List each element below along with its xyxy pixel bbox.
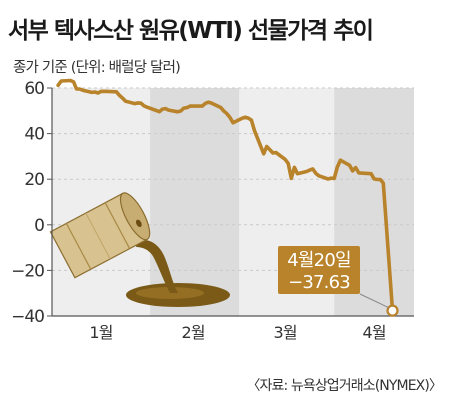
y-tick-label: 20 <box>24 170 44 190</box>
month-bands <box>150 88 414 316</box>
barrel-rib <box>85 212 111 260</box>
source-note: 〈자료: 뉴욕상업거래소(NYMEX)〉 <box>246 378 442 394</box>
axes: −40 −20 0 20 40 60 1월 2월 3월 4월 <box>11 79 414 342</box>
chart-title: 서부 텍사스산 원유(WTI) 선물가격 추이 <box>8 18 372 44</box>
y-tick-label: −40 <box>11 307 44 327</box>
x-tick-label: 4월 <box>362 323 385 342</box>
x-tick-label: 2월 <box>181 323 204 342</box>
callout-box <box>278 246 360 294</box>
plot-area <box>52 87 414 317</box>
chart-subtitle: 종가 기준 (단위: 배럴당 달러) <box>13 59 180 76</box>
y-tick-label: −20 <box>11 261 44 281</box>
barrel-bung <box>135 219 142 228</box>
callout-leader-line <box>359 293 389 309</box>
series-line <box>56 78 395 313</box>
y-tick-label: 0 <box>34 216 44 236</box>
annotation-marker <box>386 304 399 317</box>
barrel-rib <box>65 223 92 270</box>
callout-date-label: 4월20일 <box>287 250 350 271</box>
y-tick-label: 60 <box>24 79 44 99</box>
x-tick-label: 1월 <box>89 323 112 342</box>
x-tick-label: 3월 <box>273 323 296 342</box>
callout-value-label: −37.63 <box>288 272 350 293</box>
oil-barrel-illustration <box>49 192 230 307</box>
barrel-rib <box>104 202 131 249</box>
y-tick-label: 40 <box>24 125 44 145</box>
oil-stream <box>136 239 178 293</box>
series-layer <box>56 78 399 317</box>
barrel-top <box>119 192 151 241</box>
month-band <box>150 88 240 316</box>
annotation-callout: 4월20일 −37.63 <box>278 246 389 309</box>
